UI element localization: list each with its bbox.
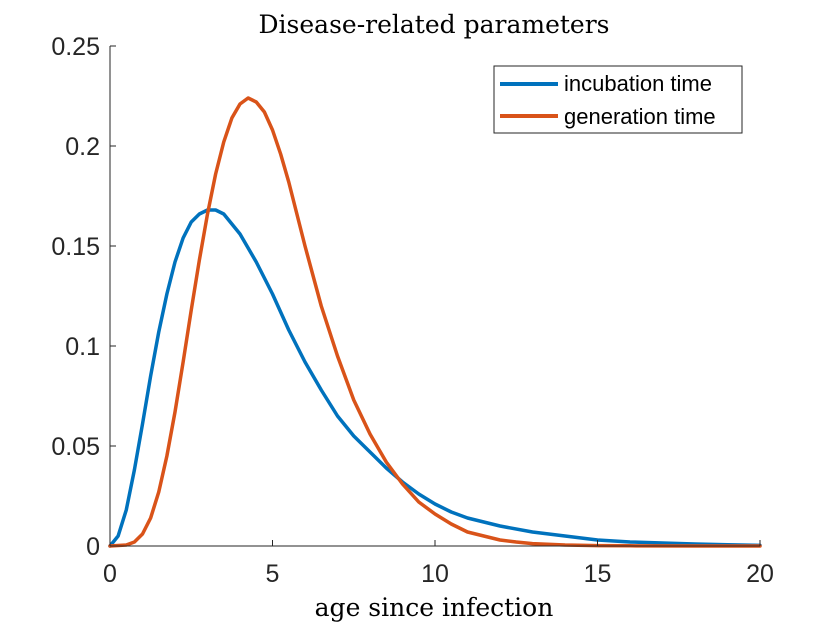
y-tick-label: 0.25 <box>51 33 100 61</box>
y-tick-label: 0.05 <box>51 433 100 461</box>
y-tick-label: 0.15 <box>51 233 100 261</box>
series-layer <box>108 96 762 548</box>
plot-area: 0 5 10 15 20 0 0.05 0.1 0.15 0.2 0.25 <box>51 33 774 588</box>
legend-box <box>493 65 743 134</box>
chart-title: Disease-related parameters <box>259 10 610 39</box>
y-tick-label: 0.2 <box>65 133 100 161</box>
x-tick-label: 10 <box>421 560 449 588</box>
legend-label-incubation-time: incubation time <box>564 71 712 96</box>
x-tick-label: 5 <box>266 560 280 588</box>
series-line-generation-time <box>108 96 762 548</box>
legend-label-generation-time: generation time <box>564 104 716 129</box>
legend: incubation time generation time <box>493 65 743 134</box>
x-tick-label: 20 <box>746 560 774 588</box>
x-ticks: 0 5 10 15 20 <box>103 540 774 588</box>
series-line-incubation-time <box>108 208 762 548</box>
y-ticks: 0 0.05 0.1 0.15 0.2 0.25 <box>51 33 116 561</box>
x-tick-label: 0 <box>103 560 117 588</box>
y-tick-label: 0 <box>86 533 100 561</box>
y-tick-label: 0.1 <box>65 333 100 361</box>
x-tick-label: 15 <box>584 560 612 588</box>
x-axis-label: age since infection <box>315 593 554 622</box>
